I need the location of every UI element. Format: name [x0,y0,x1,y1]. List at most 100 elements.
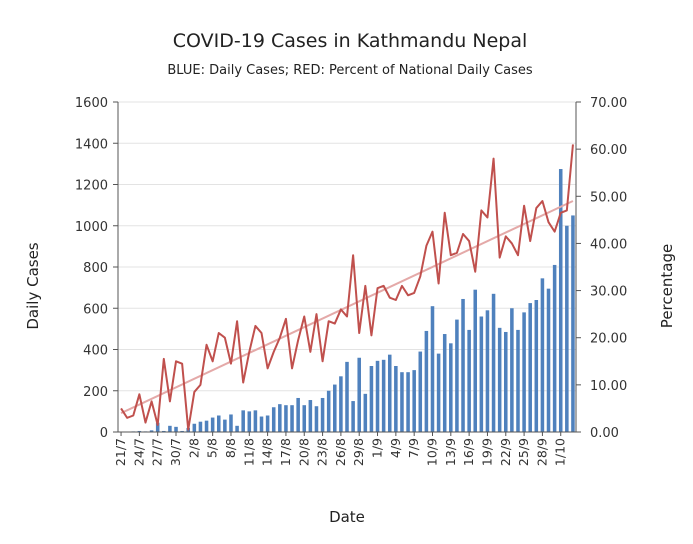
line-series [120,144,574,431]
bar [485,310,490,432]
y2-tick-label: 0.00 [590,426,619,441]
y-tick-label: 800 [83,261,108,276]
y-axis-title: Daily Cases [24,242,42,329]
bar [259,416,264,432]
bar [412,370,416,432]
bar [528,303,532,432]
x-tick-label: 20/8 [296,438,311,466]
bar [149,430,154,432]
bar [418,351,423,432]
chart-subtitle: BLUE: Daily Cases; RED: Percent of Natio… [167,63,533,78]
bar [552,264,557,432]
bar [137,430,142,432]
x-tick-label: 26/8 [333,438,348,466]
bar [198,421,203,432]
bar [363,393,368,432]
percentage-line [120,144,574,431]
bar [290,405,294,432]
x-tick-label: 21/7 [113,438,128,466]
bar [449,343,453,432]
bar [210,417,215,432]
bar [271,407,276,432]
bar [571,215,575,432]
y2-tick-label: 40.00 [590,237,627,252]
x-tick-label: 27/7 [150,438,165,466]
y2-tick-label: 20.00 [590,332,627,347]
bar [461,298,465,432]
x-tick-label: 25/9 [516,438,531,466]
bar [522,312,526,432]
x-tick-label: 24/7 [131,438,146,466]
bar [278,404,282,432]
x-tick-label: 17/8 [278,438,293,466]
bar [546,288,551,432]
x-tick-label: 22/9 [498,438,513,466]
bar [247,411,252,432]
bar [424,330,429,432]
bar [174,426,178,432]
bar [357,357,361,432]
x-tick-label: 4/9 [388,438,403,458]
y-tick-label: 200 [83,385,108,400]
x-tick-label: 1/10 [553,438,568,466]
x-axis-title: Date [329,508,365,526]
bar [387,354,392,432]
y-tick-label: 1200 [75,179,108,194]
bar [345,361,349,432]
y2-tick-label: 10.00 [590,379,627,394]
bar [351,401,355,432]
bar [180,430,184,432]
x-tick-label: 8/8 [223,438,238,458]
bar [455,319,459,432]
bar [339,376,343,432]
bar [394,366,398,432]
bar [265,415,270,432]
x-tick-label: 11/8 [241,438,256,466]
x-tick-label: 10/9 [424,438,439,466]
bar [479,316,484,432]
bar [381,359,386,432]
axes: 0 200 400 600 800 1000 1200 1400 1600 0.00 10.00 20… [75,96,627,466]
y-tick-label: 600 [83,302,108,317]
y2-tick-label: 60.00 [590,143,627,158]
bar [204,420,209,432]
bar [504,331,508,432]
bar [253,410,258,432]
bar [333,384,337,432]
bar [223,419,227,432]
y2-tick-label: 50.00 [590,190,627,205]
bar [326,390,331,432]
bar [467,329,471,432]
y2-tick-label: 30.00 [590,285,627,300]
bar [565,225,569,432]
x-tick-label: 13/9 [443,438,458,466]
x-tick-label: 30/7 [168,438,183,466]
y-tick-label: 1000 [75,220,108,235]
bar [400,372,404,432]
x-tick-label: 5/8 [205,438,220,458]
bar [320,397,325,432]
chart-title: COVID-19 Cases in Kathmandu Nepal [173,30,527,52]
y2-tick-label: 70.00 [590,96,627,111]
bar [216,415,221,432]
bar [155,422,160,432]
bar [369,366,374,432]
bar [436,353,441,432]
x-tick-label: 19/9 [479,438,494,466]
bar [296,397,300,432]
bar [516,329,520,432]
bar [430,306,435,432]
x-tick-label: 16/9 [461,438,476,466]
y2-axis-title: Percentage [658,244,676,328]
bar [314,406,319,432]
bar [235,425,239,432]
x-tick-label: 14/8 [260,438,275,466]
bar [473,289,478,432]
bar [168,425,172,432]
bar [534,300,539,432]
y-tick-label: 1400 [75,137,108,152]
bar [540,278,545,432]
bar [497,327,502,432]
bar-series [119,169,575,432]
